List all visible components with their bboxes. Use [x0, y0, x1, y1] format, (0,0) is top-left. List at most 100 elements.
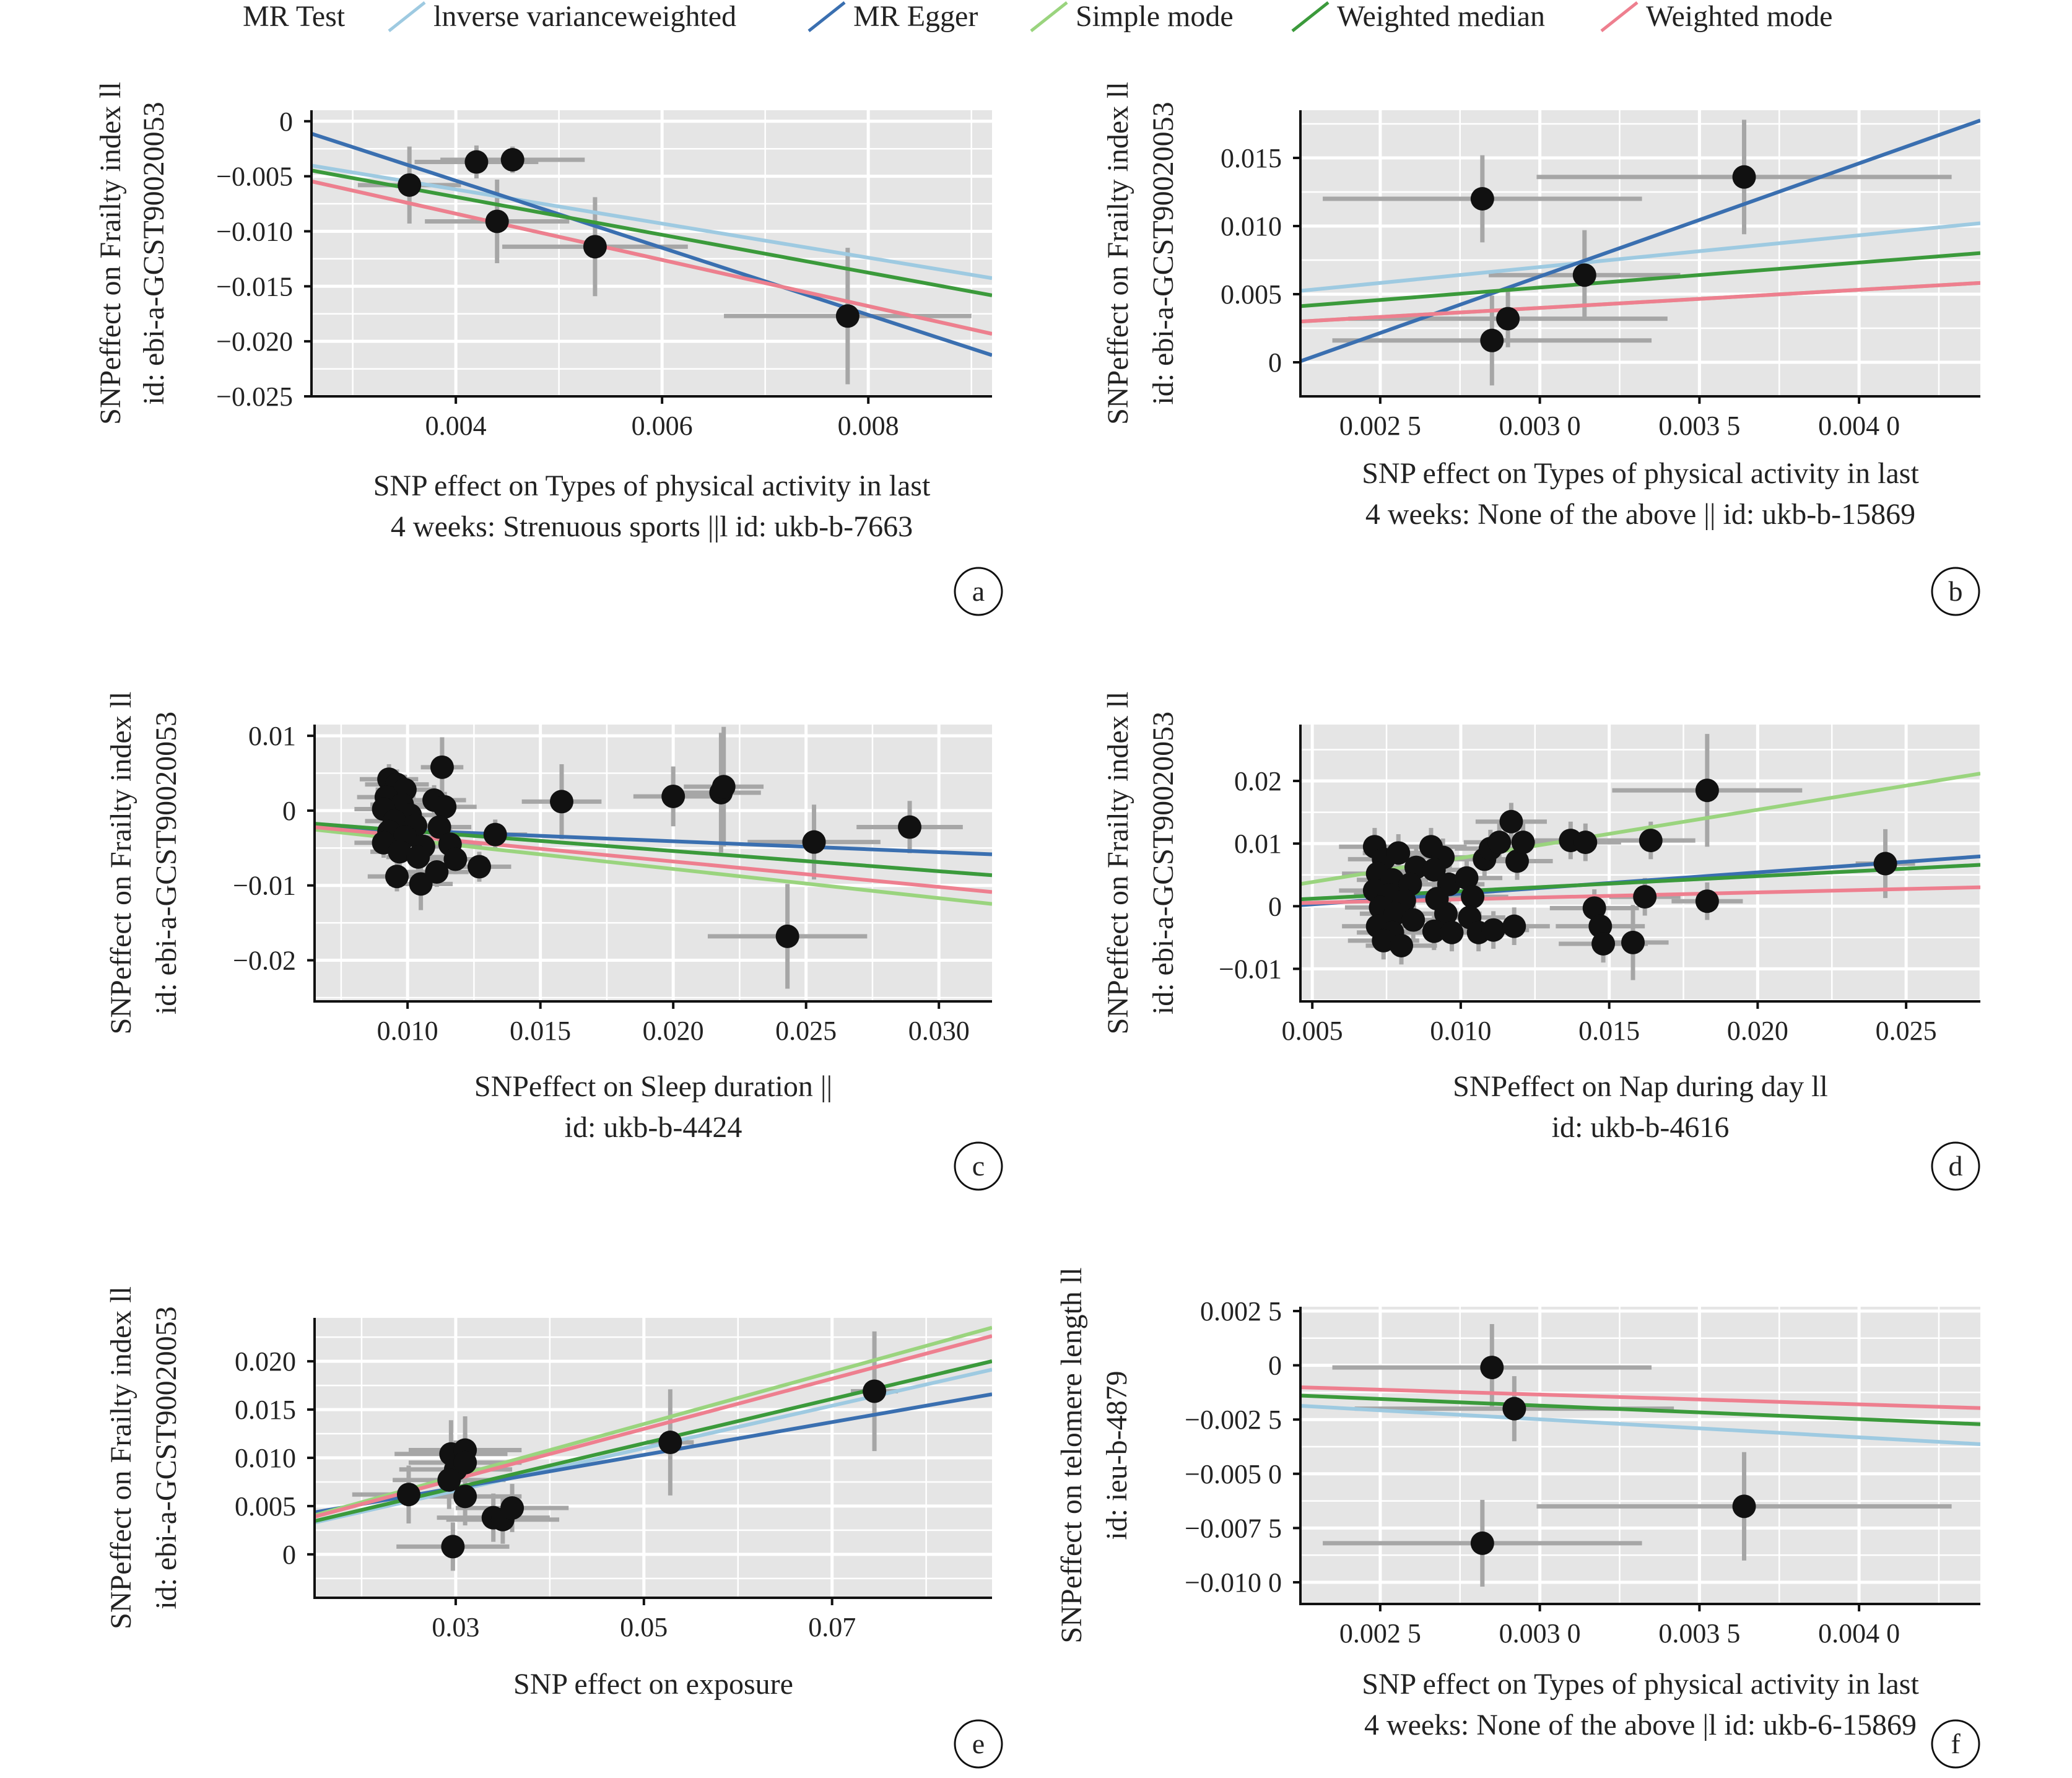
data-points — [396, 1379, 887, 1559]
data-point — [1496, 307, 1520, 331]
x-tick-label: 0.010 — [1430, 1016, 1491, 1046]
data-point — [425, 860, 449, 884]
panel-label-circle — [1931, 567, 1980, 616]
y-tick-label: 0 — [279, 107, 293, 137]
data-points — [1470, 165, 1756, 352]
regression-line-wmedian — [1300, 1393, 1980, 1426]
data-point — [583, 235, 607, 259]
data-point — [1502, 914, 1526, 938]
y-axis-label: id: ebi-a-GCST90020053 — [150, 1306, 183, 1609]
regression-line-wmode — [311, 179, 992, 336]
y-tick-label: 0 — [1268, 347, 1282, 378]
gridlines — [1300, 1307, 1980, 1604]
plot-area — [1300, 118, 1980, 386]
y-tick-label: −0.002 5 — [1185, 1405, 1282, 1435]
y-tick-label: 0.010 — [235, 1443, 296, 1473]
plot-area — [315, 1325, 992, 1571]
data-point — [1401, 908, 1426, 932]
regression-lines — [1300, 118, 1980, 364]
x-tick-label: 0.05 — [620, 1612, 668, 1642]
y-tick-label: 0.002 5 — [1200, 1296, 1282, 1327]
data-point — [1732, 1494, 1756, 1519]
data-point — [1440, 920, 1464, 944]
y-tick-label: −0.01 — [1219, 954, 1282, 984]
regression-line-ivw — [1300, 221, 1980, 293]
panel-label-circle — [954, 567, 1003, 616]
data-point — [1422, 919, 1446, 943]
y-tick-label: −0.025 — [216, 381, 293, 412]
x-tick-label: 0.003 0 — [1499, 411, 1581, 441]
panel-c: 0.010 0.015 0.020 0.025 0.0300.010−0.01−0.02… — [105, 692, 1003, 1191]
y-tick-label: −0.005 — [216, 162, 293, 192]
data-point — [775, 924, 799, 948]
panel-label: d — [1949, 1150, 1963, 1182]
data-point — [1487, 830, 1512, 855]
data-point — [500, 1496, 525, 1520]
plot-area — [315, 726, 992, 989]
regression-line-simple — [315, 1325, 992, 1517]
regression-line-egger — [311, 131, 992, 357]
data-point — [1386, 841, 1411, 865]
y-axis-label: id: ebi-a-GCST90020053 — [1147, 712, 1180, 1014]
regression-line-wmode — [315, 1334, 992, 1519]
data-point — [1499, 809, 1523, 834]
data-point — [464, 150, 489, 174]
panel-label: a — [972, 575, 985, 607]
data-point — [1511, 830, 1535, 855]
x-axis-label: SNP effect on Types of physical activity… — [1362, 457, 1919, 490]
data-point — [549, 790, 573, 814]
y-tick-label: 0 — [1268, 891, 1282, 922]
legend-title: MR Test — [243, 0, 346, 33]
y-tick-label: −0.005 0 — [1185, 1459, 1282, 1489]
data-point — [661, 784, 686, 808]
y-axis-label: SNPeffect on telomere length ll — [1055, 1268, 1088, 1644]
data-points — [398, 147, 860, 328]
legend-items: lnverse varianceweighted MR Egger Simple m… — [388, 0, 1832, 33]
panel-a: 0.004 0.006 0.008 0 −0.005 −0.010 −0.015 −0.020… — [94, 82, 1003, 616]
data-point — [437, 1468, 461, 1492]
data-point — [453, 1484, 477, 1509]
y-tick-label: −0.020 — [216, 326, 293, 357]
x-tick-label: 0.025 — [775, 1016, 837, 1046]
data-point — [430, 755, 454, 779]
x-tick-label: 0.03 — [432, 1612, 479, 1642]
regression-line-wmode — [1300, 1385, 1980, 1410]
data-point — [1732, 165, 1756, 189]
data-point — [1390, 933, 1414, 957]
y-tick-label: 0 — [1268, 1351, 1282, 1381]
x-axis-label: SNPeffect on Nap during day ll — [1453, 1070, 1828, 1103]
regression-line-ivw — [1300, 1404, 1980, 1446]
data-point — [453, 1450, 477, 1475]
data-point — [1481, 918, 1505, 942]
y-tick-label: 0 — [282, 1540, 296, 1570]
y-axis-label: id: ebi-a-GCST90020053 — [150, 712, 183, 1014]
data-point — [388, 840, 412, 864]
plot-area — [311, 131, 992, 385]
x-axis-label: 4 weeks: None of the above || id: ukb-b-… — [1365, 498, 1915, 531]
data-point — [485, 209, 509, 233]
x-tick-label: 0.002 5 — [1339, 411, 1421, 441]
data-point — [1461, 885, 1485, 909]
panel-label-circle — [954, 1719, 1003, 1769]
legend-key-wmode — [1600, 1, 1639, 32]
y-tick-label: 0.02 — [1234, 766, 1282, 796]
x-tick-label: 0.020 — [643, 1016, 704, 1046]
data-point — [483, 822, 507, 847]
data-point — [1372, 928, 1396, 952]
panel-f: 0.002 5 0.003 0 0.003 5 0.004 0 0.002 5 0 −0.0… — [1055, 1268, 1980, 1769]
y-tick-label: 0.010 — [1221, 211, 1282, 242]
x-tick-label: 0.025 — [1876, 1016, 1937, 1046]
x-tick-label: 0.015 — [510, 1016, 571, 1046]
data-points — [1470, 1356, 1756, 1555]
legend-key-ivw — [388, 1, 426, 32]
x-tick-label: 0.003 0 — [1499, 1618, 1581, 1649]
x-tick-label: 0.020 — [1727, 1016, 1788, 1046]
data-point — [443, 847, 468, 871]
y-axis-label: id: ebi-a-GCST90020053 — [1147, 102, 1180, 404]
legend: MR Test lnverse varianceweighted MR Egger… — [243, 0, 1832, 33]
data-point — [1574, 830, 1598, 855]
data-point — [1383, 902, 1408, 926]
data-point — [802, 830, 826, 854]
gridlines — [1300, 110, 1980, 396]
